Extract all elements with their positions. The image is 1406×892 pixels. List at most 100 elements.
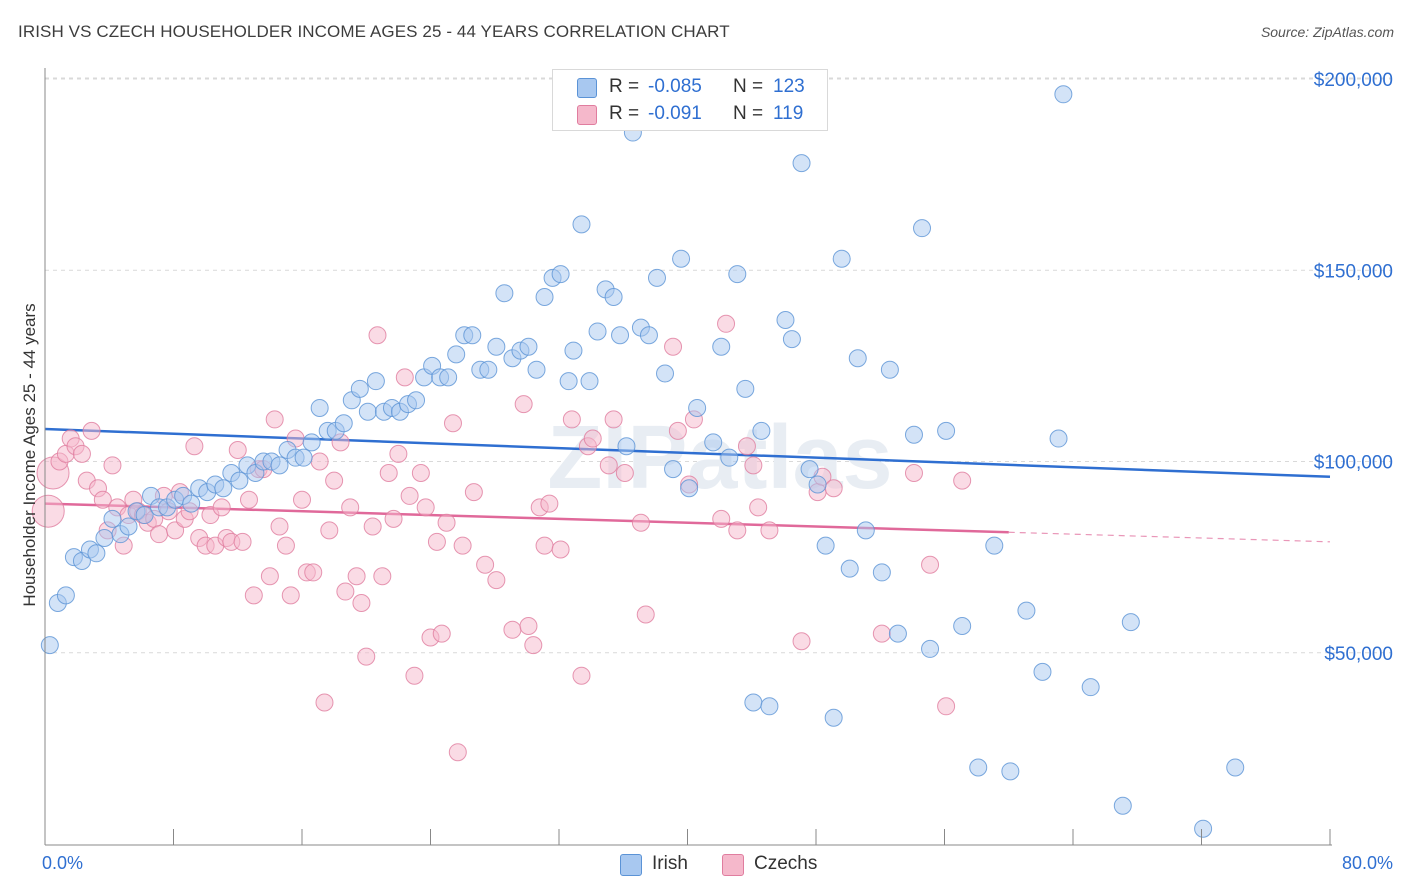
- czech-point: [535, 536, 554, 555]
- czech-point: [325, 471, 344, 490]
- czech-point: [519, 616, 538, 635]
- czech-point: [792, 632, 811, 651]
- czech-point: [411, 463, 430, 482]
- irish-point: [800, 460, 819, 479]
- czech-point: [228, 441, 247, 460]
- y-tick-labels: $50,000 $100,000 $150,000 $200,000: [1314, 70, 1393, 665]
- irish-point: [135, 506, 154, 525]
- czech-point: [540, 494, 559, 513]
- y-tick-label: $100,000: [1314, 453, 1393, 474]
- irish-swatch: [577, 78, 597, 98]
- y-tick-label: $150,000: [1314, 261, 1393, 282]
- irish-point: [639, 326, 658, 345]
- czech-point: [320, 521, 339, 540]
- irish-point: [580, 372, 599, 391]
- irish-point: [56, 586, 75, 605]
- irish-point: [824, 708, 843, 727]
- irish-point: [704, 433, 723, 452]
- czech-point: [749, 498, 768, 517]
- czech-point: [368, 326, 387, 345]
- irish-point: [969, 758, 988, 777]
- czech-point: [604, 410, 623, 429]
- irish-point: [816, 536, 835, 555]
- czech-point: [233, 532, 252, 551]
- irish-point: [776, 310, 795, 329]
- irish-trend-line: [44, 427, 1331, 479]
- irish-point: [487, 337, 506, 356]
- x-axis-min-label: 0.0%: [42, 853, 84, 873]
- czech-point: [921, 555, 940, 574]
- czech-point: [244, 586, 263, 605]
- irish-point: [1033, 662, 1052, 681]
- czech-point: [389, 444, 408, 463]
- irish-point: [588, 322, 607, 341]
- irish-point: [808, 475, 827, 494]
- irish-point: [604, 288, 623, 307]
- czech-point: [464, 483, 483, 502]
- czech-point: [953, 471, 972, 490]
- czech-point: [357, 647, 376, 666]
- irish-swatch: [620, 854, 642, 876]
- irish-point: [479, 360, 498, 379]
- irish-point: [527, 360, 546, 379]
- legend-stats: R = -0.085 N = 123 R = -0.091 N = 119: [552, 69, 828, 131]
- czech-point: [904, 463, 923, 482]
- czech-point: [373, 567, 392, 586]
- czech-point: [744, 456, 763, 475]
- irish-point: [1194, 819, 1213, 838]
- czech-point: [293, 490, 311, 509]
- y-tick-label: $50,000: [1324, 644, 1393, 665]
- irish-point: [752, 421, 771, 440]
- czech-point: [572, 666, 591, 685]
- irish-point: [832, 249, 851, 268]
- czech-point: [310, 452, 329, 471]
- irish-point: [1017, 601, 1036, 620]
- irish-point: [840, 559, 859, 578]
- czech-point: [615, 463, 634, 482]
- irish-point: [87, 544, 106, 563]
- czech-point: [239, 490, 258, 509]
- irish-point: [782, 330, 801, 349]
- czech-point: [668, 421, 687, 440]
- r-value: -0.091: [648, 103, 702, 124]
- irish-point: [953, 616, 972, 635]
- irish-point: [904, 425, 923, 444]
- irish-point: [463, 326, 482, 345]
- czech-point: [448, 743, 467, 762]
- irish-point: [495, 284, 514, 303]
- czech-point: [824, 479, 843, 498]
- czech-point: [341, 498, 360, 517]
- irish-point: [1113, 796, 1132, 815]
- czech-point: [443, 414, 462, 433]
- irish-point: [611, 326, 630, 345]
- czech-point: [503, 620, 522, 639]
- legend-label: Czechs: [754, 853, 818, 874]
- czech-point: [937, 697, 956, 716]
- r-label: R =: [609, 76, 640, 97]
- irish-point: [366, 372, 385, 391]
- czech-point: [150, 525, 169, 544]
- czech-point: [363, 517, 382, 536]
- czech-point: [737, 437, 756, 456]
- czech-point: [872, 624, 891, 643]
- czech-point: [432, 624, 451, 643]
- n-label: N =: [733, 103, 764, 124]
- irish-point: [350, 379, 369, 398]
- czech-point: [260, 567, 279, 586]
- czech-point: [453, 536, 472, 555]
- irish-point: [888, 624, 907, 643]
- irish-point: [230, 471, 249, 490]
- irish-point: [1081, 678, 1100, 697]
- czech-point: [281, 586, 300, 605]
- data-points: [31, 85, 1245, 838]
- czech-point: [405, 666, 424, 685]
- legend-row-czechs: R = -0.091 N = 119: [553, 101, 827, 127]
- czech-point: [636, 605, 655, 624]
- czech-point: [476, 555, 495, 574]
- irish-point: [564, 341, 583, 360]
- x-axis-max-label: 80.0%: [1341, 853, 1393, 873]
- czech-point: [400, 486, 419, 505]
- czech-point: [514, 395, 533, 414]
- czech-swatch: [722, 854, 744, 876]
- irish-point: [647, 268, 666, 287]
